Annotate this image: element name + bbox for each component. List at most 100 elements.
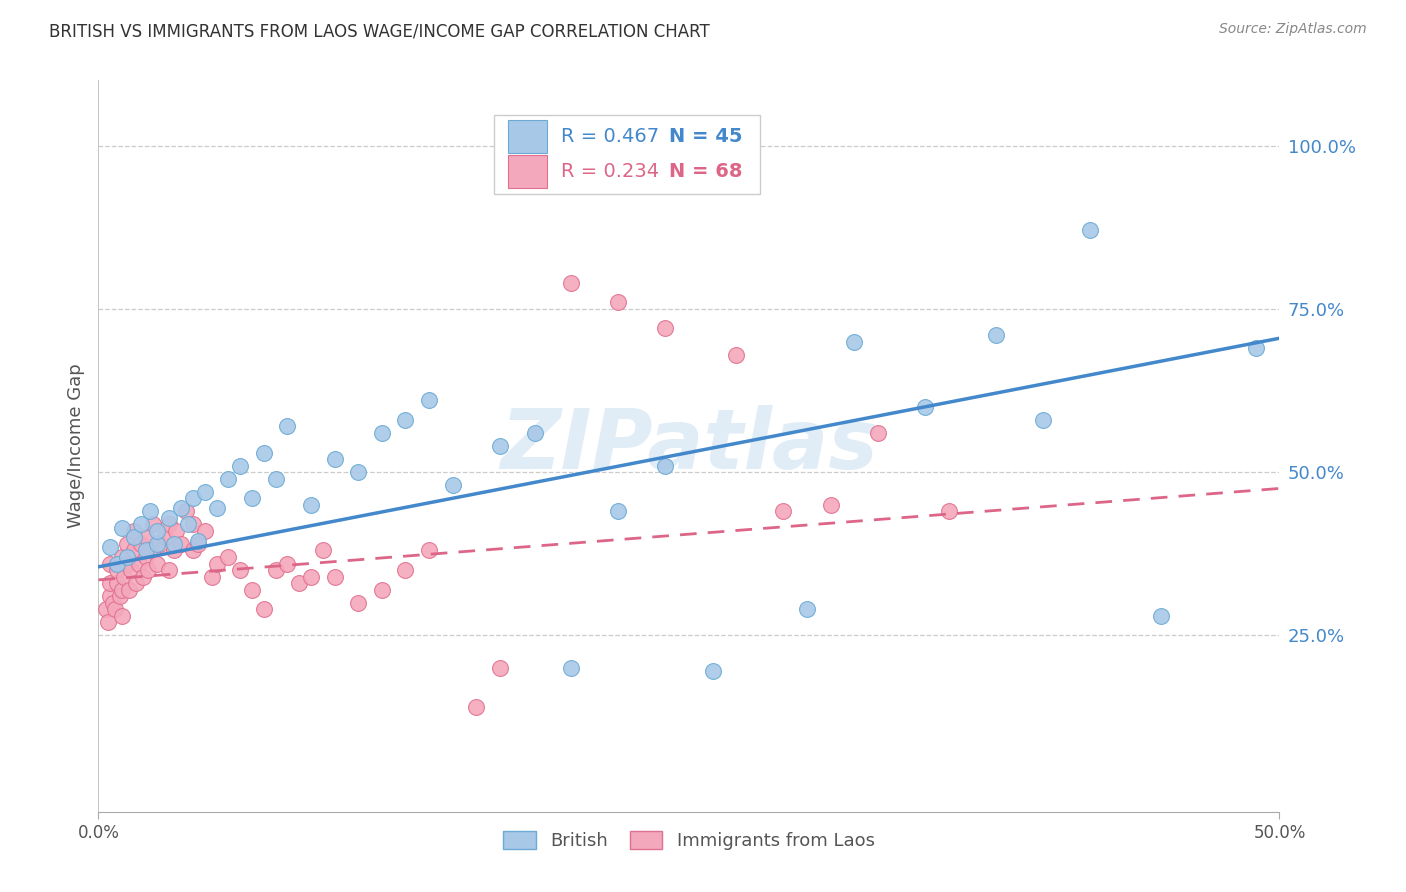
Point — [938, 504, 960, 518]
Point — [115, 557, 138, 571]
Point — [194, 524, 217, 538]
Point — [299, 569, 322, 583]
Point — [394, 563, 416, 577]
Point — [217, 549, 239, 564]
Point — [194, 484, 217, 499]
Point — [122, 543, 145, 558]
Point — [153, 530, 176, 544]
Point — [654, 458, 676, 473]
Point — [142, 517, 165, 532]
Point — [441, 478, 464, 492]
Point — [115, 549, 138, 564]
Point — [157, 511, 180, 525]
Text: BRITISH VS IMMIGRANTS FROM LAOS WAGE/INCOME GAP CORRELATION CHART: BRITISH VS IMMIGRANTS FROM LAOS WAGE/INC… — [49, 22, 710, 40]
Point — [129, 537, 152, 551]
Point — [108, 589, 131, 603]
Point — [347, 465, 370, 479]
Point — [135, 543, 157, 558]
Point — [132, 569, 155, 583]
Point — [240, 582, 263, 597]
Point — [157, 563, 180, 577]
Point — [866, 425, 889, 440]
Point — [654, 321, 676, 335]
Point — [607, 504, 630, 518]
Point — [181, 491, 204, 506]
Text: ZIPatlas: ZIPatlas — [501, 406, 877, 486]
Point — [725, 347, 748, 362]
Point — [94, 602, 117, 616]
Point — [253, 602, 276, 616]
Point — [229, 563, 252, 577]
Point — [205, 557, 228, 571]
Point — [772, 504, 794, 518]
Point — [347, 596, 370, 610]
Point — [229, 458, 252, 473]
Point — [201, 569, 224, 583]
Point — [104, 602, 127, 616]
Point — [98, 589, 121, 603]
Point — [165, 524, 187, 538]
Point — [97, 615, 120, 630]
Point — [489, 439, 512, 453]
Point — [146, 537, 169, 551]
Point — [135, 530, 157, 544]
Point — [323, 569, 346, 583]
Point — [299, 498, 322, 512]
Legend: British, Immigrants from Laos: British, Immigrants from Laos — [496, 823, 882, 857]
Point — [394, 413, 416, 427]
Point — [105, 576, 128, 591]
Point — [984, 328, 1007, 343]
Point — [111, 608, 134, 623]
FancyBboxPatch shape — [508, 155, 547, 188]
Point — [98, 540, 121, 554]
Point — [121, 563, 143, 577]
Point — [128, 557, 150, 571]
Point — [125, 576, 148, 591]
Point — [323, 452, 346, 467]
Point — [187, 537, 209, 551]
Point — [105, 563, 128, 577]
Point — [371, 582, 394, 597]
Text: Source: ZipAtlas.com: Source: ZipAtlas.com — [1219, 22, 1367, 37]
Point — [205, 501, 228, 516]
Point — [560, 661, 582, 675]
Y-axis label: Wage/Income Gap: Wage/Income Gap — [66, 364, 84, 528]
Text: R = 0.467: R = 0.467 — [561, 128, 659, 146]
Point — [702, 665, 724, 679]
Point — [181, 517, 204, 532]
Point — [163, 543, 186, 558]
Point — [560, 276, 582, 290]
Point — [136, 563, 159, 577]
Point — [105, 557, 128, 571]
Text: N = 45: N = 45 — [669, 128, 742, 146]
Point — [914, 400, 936, 414]
Point — [844, 334, 866, 349]
Point — [146, 524, 169, 538]
Point — [607, 295, 630, 310]
Point — [170, 501, 193, 516]
FancyBboxPatch shape — [508, 120, 547, 153]
Point — [111, 549, 134, 564]
Point — [129, 517, 152, 532]
Point — [163, 537, 186, 551]
Point — [174, 504, 197, 518]
Text: N = 68: N = 68 — [669, 162, 742, 181]
Point — [217, 472, 239, 486]
Point — [135, 549, 157, 564]
Point — [157, 517, 180, 532]
Point — [115, 537, 138, 551]
Point — [276, 419, 298, 434]
Point — [177, 517, 200, 532]
Point — [1244, 341, 1267, 355]
Point — [489, 661, 512, 675]
Point — [187, 533, 209, 548]
Point — [253, 445, 276, 459]
Point — [524, 425, 547, 440]
Point — [796, 602, 818, 616]
Point — [1150, 608, 1173, 623]
Point — [170, 537, 193, 551]
Point — [146, 557, 169, 571]
Point — [98, 557, 121, 571]
Point — [288, 576, 311, 591]
Point — [139, 504, 162, 518]
